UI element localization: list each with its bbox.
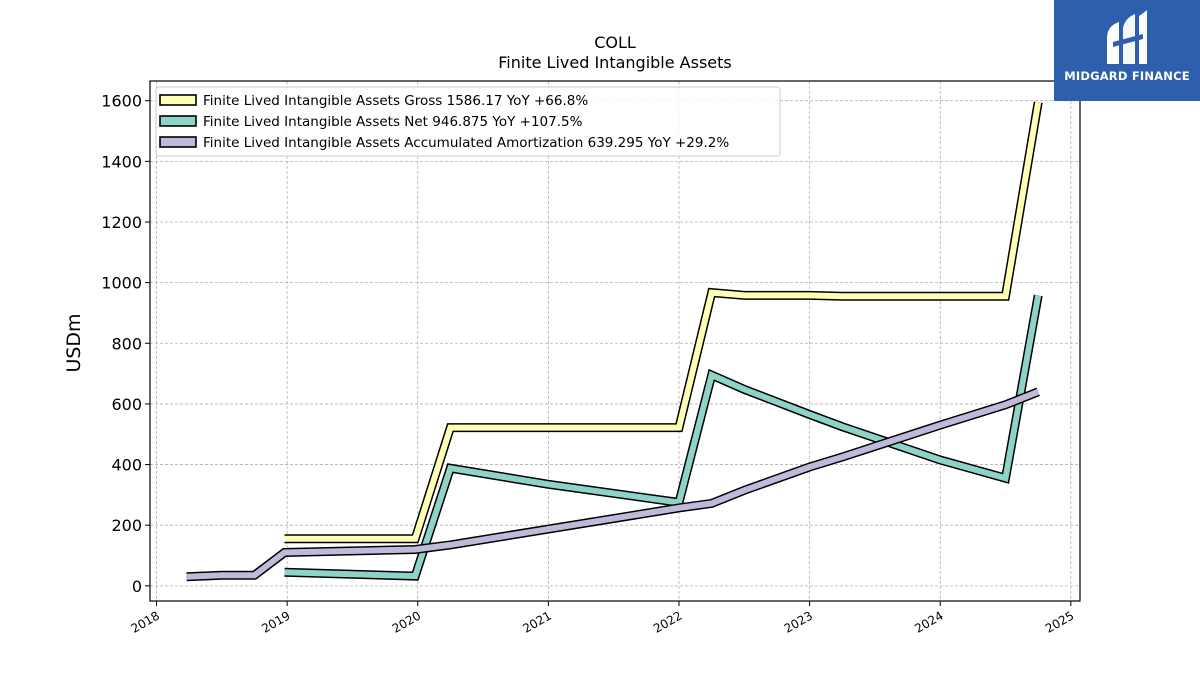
series-line [284, 101, 1042, 542]
y-tick-label: 1600 [101, 92, 142, 111]
chart-title: COLL [594, 33, 636, 52]
brand-logo: MIDGARD FINANCE [1054, 0, 1200, 101]
x-tick-label: 2020 [390, 608, 423, 635]
axes: 2018 2019 2020 2021 2022 2023 2024 2025 0 200 400 6… [101, 92, 1076, 636]
series-line-outline [284, 294, 1043, 581]
grid [150, 81, 1080, 601]
plot-frame [149, 80, 1081, 602]
y-axis-label: USDm [63, 313, 85, 372]
x-tick-label: 2023 [782, 608, 815, 635]
x-tick-label: 2021 [520, 608, 553, 635]
x-tick-label: 2018 [129, 608, 162, 635]
series-line-outline [284, 101, 1043, 544]
x-tick-label: 2019 [259, 608, 292, 635]
legend-swatch [159, 136, 197, 148]
series-layer [186, 101, 1043, 582]
legend: Finite Lived Intangible Assets Gross 158… [155, 86, 781, 157]
legend-label: Finite Lived Intangible Assets Accumulat… [203, 135, 729, 151]
y-tick-label: 400 [111, 456, 142, 475]
x-tick-label: 2022 [651, 608, 684, 635]
logo-text: MIDGARD FINANCE [1064, 69, 1190, 83]
x-tick-label: 2024 [912, 608, 945, 635]
legend-label: Finite Lived Intangible Assets Gross 158… [203, 93, 588, 109]
legend-swatch [159, 94, 197, 106]
y-tick-label: 600 [111, 395, 142, 414]
y-tick-label: 1200 [101, 213, 142, 232]
y-tick-label: 1400 [101, 152, 142, 171]
y-tick-label: 0 [132, 577, 142, 596]
x-tick-label: 2025 [1043, 608, 1076, 635]
series-line [284, 294, 1042, 580]
y-tick-label: 800 [111, 334, 142, 353]
y-tick-label: 200 [111, 516, 142, 535]
legend-swatch [159, 115, 197, 127]
y-tick-label: 1000 [101, 274, 142, 293]
legend-label: Finite Lived Intangible Assets Net 946.8… [203, 114, 583, 130]
chart-subtitle: Finite Lived Intangible Assets [498, 53, 731, 72]
series-line [186, 389, 1040, 580]
logo-mark-icon [1107, 10, 1147, 64]
legend-box [155, 86, 781, 157]
